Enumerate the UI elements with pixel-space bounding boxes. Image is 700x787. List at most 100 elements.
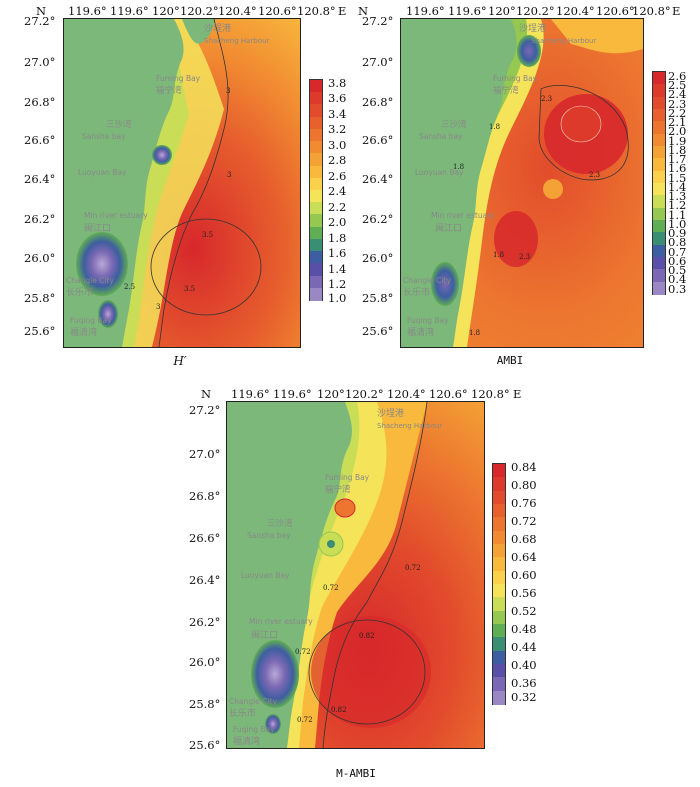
place-shacheng-cn: 沙埕港 (204, 22, 231, 34)
colorbar-segment (653, 232, 665, 246)
colorbar-segment (310, 190, 322, 204)
colorbar-label: 1.2 (328, 277, 347, 291)
colorbar-segment (310, 104, 322, 118)
lat-tick: 26.0° (189, 655, 221, 669)
colorbar-segment (310, 263, 322, 277)
colorbar-segment (653, 145, 665, 160)
lon-tick: 120.8° (632, 4, 671, 18)
lat-tick: 25.8° (24, 291, 56, 305)
place-changle-en: Changle City (229, 697, 277, 706)
place-fuming-en: Fuming Bay (493, 74, 538, 83)
lon-axis-label: E (672, 4, 681, 18)
lon-tick: 119.6° (448, 4, 487, 18)
colorbar-label: 2.0 (328, 215, 347, 229)
lat-tick: 26.8° (362, 95, 394, 109)
colorbar-label: 3.0 (328, 138, 347, 152)
lon-tick: 119.6° (231, 387, 270, 401)
colorbar-segment (493, 623, 505, 639)
place-changle-cn: 长乐市 (229, 707, 256, 719)
place-fuming-en: Fuming Bay (325, 473, 370, 482)
colorbar-segment (493, 690, 505, 706)
colorbar-label: 0.80 (511, 478, 537, 492)
contour-label: 1.8 (469, 329, 480, 337)
lon-tick: 120.2° (516, 4, 555, 18)
colorbar-segment (493, 664, 505, 679)
place-changle-cn: 长乐市 (403, 286, 430, 298)
place-fuming-cn: 福宁湾 (493, 85, 519, 96)
contour-label: 2.3 (589, 171, 600, 179)
colorbar-label: 0.9 (668, 226, 687, 240)
place-minriver-cn: 闽江口 (84, 222, 111, 234)
lat-tick: 27.2° (24, 14, 56, 28)
lat-tick: 26.6° (24, 133, 56, 147)
lat-tick: 27.0° (189, 447, 221, 461)
colorbar-label: 0.36 (511, 676, 537, 690)
colorbar-segment (653, 269, 665, 283)
colorbar-label: 1.2 (668, 198, 687, 212)
panel-ambi: N 119.6° 119.6° 120° 120.2° 120.4° 120.6… (350, 0, 700, 380)
lon-axis-label: E (513, 387, 522, 401)
place-luoyuan-en: Luoyuan Bay (241, 571, 290, 580)
lat-tick: 26.6° (362, 133, 394, 147)
colorbar-label: 1.9 (668, 134, 687, 148)
panel-m-ambi: N 119.6° 119.6° 120° 120.2° 120.4° 120.6… (175, 385, 537, 785)
colorbar-segment (310, 141, 322, 155)
lon-tick: 120.6° (596, 4, 635, 18)
lon-tick: 120.4° (556, 4, 595, 18)
lat-tick: 27.2° (362, 14, 394, 28)
colorbar-segment (493, 530, 505, 546)
lat-tick: 25.6° (189, 738, 221, 752)
colorbar-segment (310, 153, 322, 167)
contour-label: 3.5 (184, 285, 195, 293)
place-fuqing-cn: 福清湾 (70, 326, 97, 338)
lat-tick: 26.0° (362, 251, 394, 265)
lat-tick: 26.2° (189, 615, 221, 629)
colorbar-label: 0.5 (668, 263, 687, 277)
contour-label: 3 (226, 87, 230, 95)
place-luoyuan-en: Luoyuan Bay (415, 168, 464, 177)
lon-axis-label: E (338, 4, 347, 18)
colorbar-label: 2.2 (328, 200, 347, 214)
place-luoyuan-en: Luoyuan Bay (78, 168, 127, 177)
colorbar-label: 0.60 (511, 568, 537, 582)
colorbar-label: 0.68 (511, 532, 537, 546)
colorbar-segment (493, 637, 505, 652)
lat-axis-label: N (36, 4, 47, 18)
place-sansha-cn: 三沙湾 (106, 119, 132, 130)
place-sansha-en: Sansha bay (82, 132, 126, 141)
contour-label: 0.72 (405, 564, 421, 572)
place-minriver-cn: 闽江口 (251, 629, 278, 641)
colorbar-segment (653, 281, 665, 296)
contour-label: 1.8 (453, 163, 464, 171)
colorbar-segment (310, 92, 322, 106)
contour-label: 0.72 (295, 648, 311, 656)
place-fuming-en: Fuming Bay (156, 74, 201, 83)
lat-tick: 27.2° (189, 403, 221, 417)
colorbar-label: 1.8 (328, 231, 347, 245)
colorbar-label: 1.0 (668, 217, 687, 231)
lon-tick: 120.4° (218, 4, 257, 18)
colorbar-label: 0.8 (668, 235, 687, 249)
colorbar-label: 1.1 (668, 208, 687, 222)
contour-label: 0.82 (359, 632, 375, 640)
colorbar-segment (653, 96, 665, 111)
contour-label: 1.8 (493, 251, 504, 259)
colorbar-label: 1.6 (328, 246, 347, 260)
panel-caption: AMBI (496, 354, 524, 367)
colorbar-segment (310, 177, 322, 192)
colorbar-segment (653, 219, 665, 234)
colorbar-segment (310, 238, 322, 253)
colorbar-segment (310, 251, 322, 265)
colorbar-segment (493, 570, 505, 586)
place-fuming-cn: 福宁湾 (156, 85, 182, 96)
lat-tick: 25.8° (362, 291, 394, 305)
colorbar-m-ambi (492, 463, 506, 706)
lat-tick: 26.6° (189, 531, 221, 545)
place-shacheng-en: Shacheng Harbour (377, 422, 442, 430)
colorbar-label: 2.1 (668, 115, 687, 129)
colorbar-label: 3.6 (328, 91, 347, 105)
colorbar-segment (310, 165, 322, 179)
lat-tick: 26.2° (362, 212, 394, 226)
colorbar-segment (653, 72, 665, 86)
lon-tick: 119.6° (110, 4, 149, 18)
